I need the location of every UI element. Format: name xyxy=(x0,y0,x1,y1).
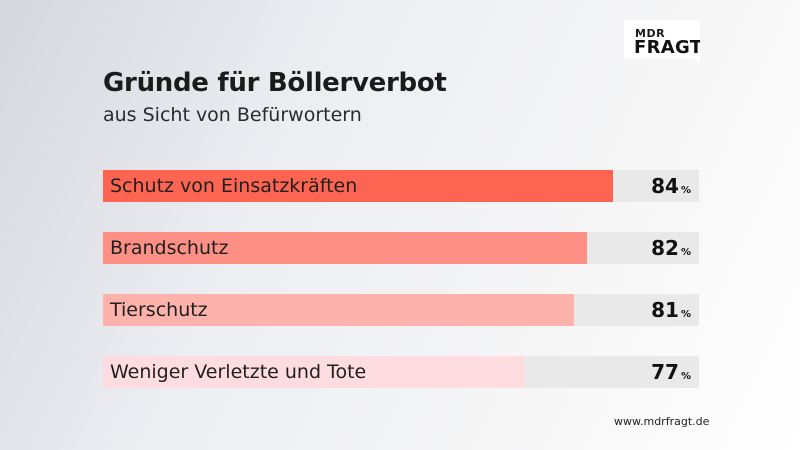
data-label: 81% xyxy=(651,298,691,322)
bar-row: Tierschutz 81% xyxy=(103,294,699,326)
data-label-unit: % xyxy=(680,371,691,382)
bar-label: Tierschutz xyxy=(110,299,208,321)
data-label-value: 82 xyxy=(651,236,679,260)
bar xyxy=(103,170,613,202)
bar-label: Schutz von Einsatzkräften xyxy=(110,175,358,197)
data-label-value: 84 xyxy=(651,174,679,198)
bar-label: Weniger Verletzte und Tote xyxy=(110,361,367,383)
bar xyxy=(103,356,524,388)
data-label: 84% xyxy=(651,174,691,198)
logo-bottom-text: FRAGT xyxy=(634,37,703,58)
bar-row: Weniger Verletzte und Tote 77% xyxy=(103,356,699,388)
mdr-fragt-logo: MDR FRAGT xyxy=(624,20,700,64)
data-label-unit: % xyxy=(680,185,691,196)
bar xyxy=(103,294,574,326)
data-label-value: 77 xyxy=(651,360,679,384)
data-label-unit: % xyxy=(680,309,691,320)
source-link[interactable]: www.mdrfragt.de xyxy=(614,415,710,428)
data-label-value: 81 xyxy=(651,298,679,322)
bar-row: Schutz von Einsatzkräften 84% xyxy=(103,170,699,202)
chart-title: Gründe für Böllerverbot xyxy=(103,68,447,98)
chart-subtitle: aus Sicht von Befürwortern xyxy=(103,104,362,126)
logo-top-text: MDR xyxy=(635,27,666,40)
data-label: 82% xyxy=(651,236,691,260)
bar-row: Brandschutz 82% xyxy=(103,232,699,264)
data-label-unit: % xyxy=(680,247,691,258)
bar xyxy=(103,232,587,264)
data-label: 77% xyxy=(651,360,691,384)
bar-label: Brandschutz xyxy=(110,237,229,259)
